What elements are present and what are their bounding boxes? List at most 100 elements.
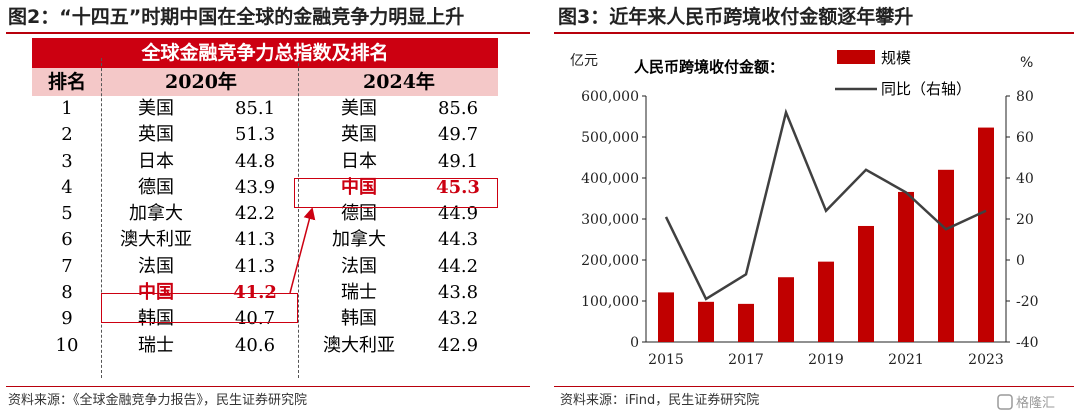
score-2024-cell: 43.8: [437, 282, 479, 304]
highlight-box-2024: [294, 178, 498, 208]
country-2020-cell: 瑞士: [138, 334, 174, 356]
score-2020-cell: 51.3: [234, 124, 276, 146]
score-2020-cell: 43.9: [234, 176, 276, 198]
watermark-logo-icon: [997, 394, 1013, 410]
table-title: 全球金融竞争力总指数及排名: [32, 38, 498, 68]
country-2020-cell: 日本: [138, 150, 174, 172]
right-y-tick-label: -40: [1016, 335, 1039, 351]
right-y-tick-label: 0: [1016, 253, 1025, 269]
column-divider-left: [101, 58, 102, 378]
right-y-tick-label: 40: [1016, 171, 1034, 187]
cross-border-chart: 亿元 % 人民币跨境收付金额： 规模 同比（右轴） 0 100,000 200,00…: [570, 49, 1039, 368]
rank-cell: 1: [61, 98, 73, 119]
left-y-tick-label: 500,000: [581, 130, 639, 146]
score-2020-cell: 44.8: [234, 150, 276, 172]
table-row: 4 德国 43.9 中国 45.3: [32, 175, 498, 201]
bar-2015: [658, 292, 674, 342]
rank-cell: 6: [61, 229, 73, 251]
table-row: 1 美国 85.1 美国 85.6: [32, 96, 498, 122]
score-2020-cell: 40.7: [234, 308, 276, 330]
table-body: 1 美国 85.1 美国 85.6 2 英国 51.3 英国 49.7 3 日本 44.8 日本 49.1 4…: [32, 96, 498, 359]
score-2024-cell: 44.9: [437, 203, 479, 225]
country-2024-cell: 加拿大: [332, 229, 386, 251]
bar-2017: [738, 303, 754, 342]
score-2020-cell: 85.1: [234, 98, 276, 119]
watermark-text: 格隆汇: [1016, 395, 1055, 411]
right-panel-title: 图3：近年来人民币跨境收付金额逐年攀升: [554, 0, 1074, 34]
score-2020-cell: 40.6: [234, 334, 276, 356]
left-y-tick-label: 400,000: [581, 171, 639, 187]
bar-series: [658, 127, 994, 342]
right-y-tick-label: -20: [1016, 294, 1039, 310]
left-axis-unit: 亿元: [570, 53, 598, 69]
right-y-tick-label: 80: [1016, 89, 1034, 105]
left-panel-title: 图2：“十四五”时期中国在全球的金融竞争力明显上升: [6, 0, 530, 34]
country-2024-cell: 韩国: [341, 308, 377, 330]
bar-2018: [778, 277, 794, 342]
tick-labels: 0 100,000 200,000 300,000 400,000 500,000 600,…: [581, 89, 1038, 368]
table-column-header: 排名 2020年 2024年: [32, 68, 498, 96]
left-y-tick-label: 100,000: [581, 294, 639, 310]
score-2024-cell: 43.2: [437, 308, 479, 330]
rank-cell: 4: [61, 176, 73, 198]
country-2020-cell: 加拿大: [129, 203, 183, 225]
score-2024-cell: 44.2: [437, 255, 479, 277]
country-2020-cell: 韩国: [138, 308, 174, 330]
table-row: 7 法国 41.3 法国 44.2: [32, 254, 498, 280]
right-y-tick-label: 20: [1016, 212, 1034, 228]
country-2020-cell: 英国: [138, 124, 174, 146]
right-axis-unit: %: [1020, 55, 1033, 71]
rank-arrow: [289, 207, 316, 294]
watermark: 格隆汇: [997, 394, 1055, 411]
column-divider-right: [298, 58, 299, 378]
country-2020-cell: 中国: [138, 282, 174, 304]
country-2024-cell: 瑞士: [341, 282, 377, 304]
right-y-tick-label: 60: [1016, 130, 1034, 146]
legend-line-label: 同比（右轴）: [881, 80, 971, 98]
yoy-line: [664, 108, 987, 301]
table-row: 3 日本 44.8 日本 49.1: [32, 149, 498, 175]
col-2020-label: 2020年: [165, 71, 237, 93]
rank-cell: 10: [55, 334, 79, 356]
country-2024-cell: 法国: [341, 255, 377, 277]
col-2024-label: 2024年: [363, 71, 435, 93]
table-row: 9 韩国 40.7 韩国 43.2: [32, 306, 498, 332]
legend-bar-label: 规模: [881, 49, 911, 67]
x-tick-label: 2023: [968, 352, 1004, 368]
rank-cell: 9: [61, 308, 73, 330]
bar-2023: [978, 127, 994, 342]
country-2024-cell: 英国: [341, 124, 377, 146]
chart-title: 人民币跨境收付金额：: [634, 58, 784, 76]
country-2024-cell: 中国: [341, 176, 377, 198]
bar-2020: [858, 225, 874, 342]
left-source-note: 资料来源：《全球金融竞争力报告》，民生证券研究院: [6, 386, 530, 414]
left-y-tick-label: 0: [630, 335, 639, 351]
country-2020-cell: 澳大利亚: [120, 229, 192, 251]
country-2024-cell: 德国: [341, 203, 377, 225]
table-row: 10 瑞士 40.6 澳大利亚 42.9: [32, 333, 498, 359]
highlight-box-2020: [101, 293, 298, 323]
line-series: [664, 108, 987, 301]
rank-arrow-line: [289, 207, 316, 294]
rank-cell: 7: [61, 255, 73, 277]
table-row: 5 加拿大 42.2 德国 44.9: [32, 201, 498, 227]
country-2020-cell: 德国: [138, 176, 174, 198]
score-2020-cell: 41.3: [234, 229, 276, 251]
right-source-note: 资料来源：iFind，民生证券研究院: [554, 386, 1074, 414]
x-tick-label: 2015: [648, 352, 684, 368]
table-row: 2 英国 51.3 英国 49.7: [32, 122, 498, 148]
left-y-tick-label: 300,000: [581, 212, 639, 228]
score-2024-cell: 85.6: [437, 98, 479, 119]
table-row: 8 中国 41.2 瑞士 43.8: [32, 280, 498, 306]
legend-bar-swatch: [837, 50, 875, 64]
score-2020-cell: 41.2: [233, 282, 277, 304]
x-tick-label: 2021: [888, 352, 924, 368]
score-2024-cell: 49.7: [437, 124, 479, 146]
bar-2019: [818, 261, 834, 342]
score-2020-cell: 41.3: [234, 255, 276, 277]
rank-cell: 5: [61, 203, 73, 225]
country-2020-cell: 美国: [138, 98, 174, 119]
score-2020-cell: 42.2: [234, 203, 276, 225]
score-2024-cell: 42.9: [437, 334, 479, 356]
country-2024-cell: 澳大利亚: [323, 334, 395, 356]
